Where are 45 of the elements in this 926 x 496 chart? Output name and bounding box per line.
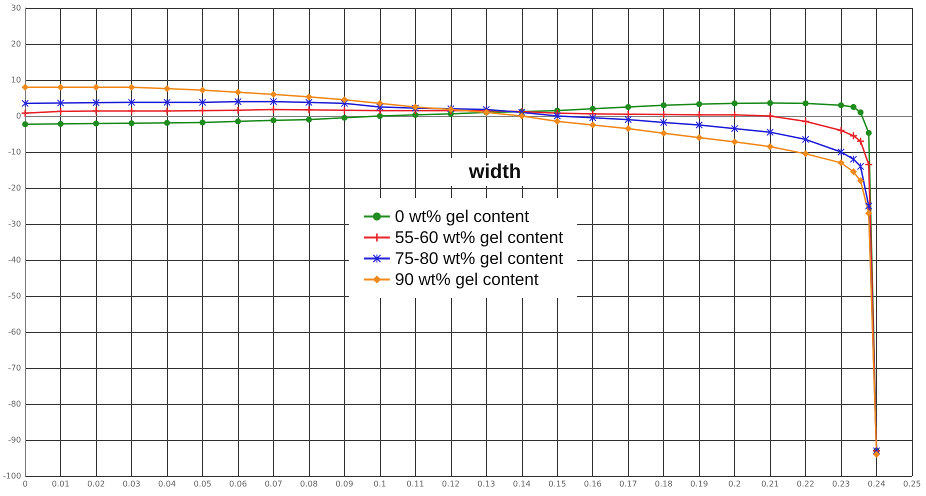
legend-label: 90 wt% gel content [394, 270, 539, 289]
x-tick-label: 0.06 [229, 480, 247, 488]
y-tick-label: -60 [8, 328, 22, 336]
y-tick-label: 0 [16, 112, 22, 120]
legend-label: 55-60 wt% gel content [394, 228, 564, 247]
y-tick-label: -100 [3, 472, 22, 480]
x-tick-label: 0.01 [52, 480, 70, 488]
x-tick-label: 0.22 [796, 480, 814, 488]
y-tick-label: -10 [8, 148, 22, 156]
x-tick-label: 0.13 [477, 480, 496, 488]
x-tick-label: 0.15 [548, 480, 566, 488]
text: width [468, 161, 522, 183]
x-tick-label: 0.08 [300, 480, 318, 488]
y-tick-label: -20 [8, 184, 22, 192]
x-tick-label: 0.09 [336, 480, 354, 488]
x-tick-label: 0.17 [619, 480, 638, 488]
x-tick-label: 0.23 [832, 480, 850, 488]
y-tick-label: -90 [8, 436, 22, 444]
y-tick-label: -50 [8, 292, 22, 300]
x-tick-label: 0.24 [868, 480, 886, 488]
y-tick-label: 30 [10, 4, 22, 12]
x-tick-label: 0.04 [158, 480, 176, 488]
x-tick-label: 0.1 [374, 480, 386, 488]
x-tick-label: 0.02 [87, 480, 106, 488]
legend-label: 75-80 wt% gel content [394, 249, 564, 268]
x-tick-label: 0.2 [728, 480, 741, 488]
x-tick-label: 0.21 [761, 480, 780, 488]
x-tick-label: 0.12 [442, 480, 460, 488]
x-tick-label: 0.19 [690, 480, 708, 488]
x-tick-label: 0.25 [903, 480, 921, 488]
y-tick-label: -40 [8, 256, 22, 264]
y-tick-label: 20 [10, 40, 22, 48]
x-tick-label: 0.18 [654, 480, 673, 488]
y-tick-label: -30 [8, 220, 22, 228]
x-tick-label: 0.14 [512, 480, 531, 488]
y-tick-label: 10 [10, 76, 22, 84]
x-tick-label: 0.07 [264, 480, 282, 488]
y-tick-label: -70 [8, 364, 22, 372]
x-tick-label: 0.03 [122, 480, 140, 488]
x-tick-label: 0.05 [194, 480, 212, 488]
x-tick-label: 0 [22, 480, 28, 488]
x-tick-label: 0.16 [584, 480, 602, 488]
x-tick-label: 0.11 [406, 480, 424, 488]
y-tick-label: -80 [8, 400, 22, 408]
legend-label: 0 wt% gel content [394, 207, 530, 226]
